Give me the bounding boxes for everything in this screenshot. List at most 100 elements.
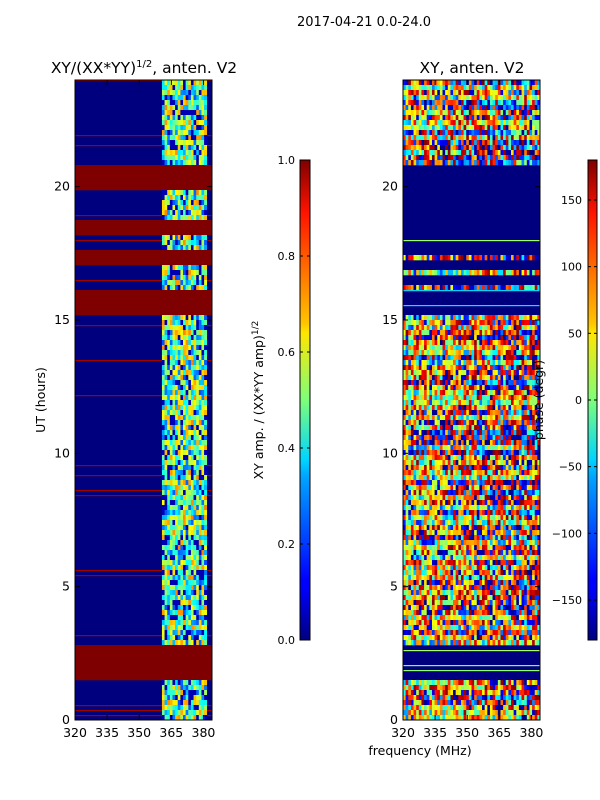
left-heatmap-cell [201, 335, 205, 341]
left-heatmap-cell [204, 365, 208, 371]
right-heatmap-cell [445, 340, 449, 346]
right-heatmap-cell [476, 150, 480, 156]
right-heatmap-cell [524, 470, 528, 476]
left-heatmap-cell [180, 570, 184, 576]
right-heatmap-cell [453, 110, 456, 116]
right-heatmap-cell [476, 445, 480, 451]
right-heatmap-cell [495, 460, 499, 466]
right-heatmap-cell [458, 285, 462, 291]
right-heatmap-cell [497, 345, 501, 351]
right-heatmap-cell [524, 320, 528, 326]
left-heatmap-cell [172, 240, 176, 246]
left-heatmap-cell [196, 140, 200, 146]
right-heatmap-cell [503, 110, 507, 116]
right-heatmap-cell [476, 505, 480, 511]
right-heatmap-cell [460, 285, 464, 291]
right-heatmap-cell [508, 390, 512, 396]
right-heatmap-cell [442, 100, 446, 106]
right-heatmap-cell [521, 445, 525, 451]
right-heatmap-cell [532, 330, 536, 336]
right-heatmap-cell [463, 385, 467, 391]
left-heatmap-cell [188, 510, 192, 516]
left-heatmap-cell [193, 275, 197, 281]
right-heatmap-cell [529, 335, 533, 341]
right-heatmap-cell [529, 135, 533, 141]
right-heatmap-cell [476, 470, 480, 476]
right-heatmap-cell [534, 390, 538, 396]
right-heatmap-cell [424, 105, 428, 111]
left-heatmap-cell [161, 370, 165, 376]
right-heatmap-cell [463, 465, 467, 471]
right-heatmap-cell [445, 510, 449, 516]
y-tick-label: 10 [54, 445, 70, 460]
right-heatmap-cell [466, 335, 470, 341]
right-heatmap-cell [471, 125, 475, 131]
left-heatmap-cell [196, 545, 200, 551]
left-heatmap-cell [161, 190, 165, 196]
right-heatmap-cell [518, 355, 522, 361]
left-heatmap-cell [185, 140, 189, 146]
right-heatmap-cell [450, 125, 454, 131]
left-heatmap-cell [180, 110, 184, 116]
right-heatmap-cell [500, 135, 504, 141]
left-heatmap-cell [196, 540, 200, 546]
right-heatmap-cell [453, 125, 456, 131]
right-heatmap-cell [484, 425, 488, 431]
right-heatmap-cell [492, 255, 496, 261]
right-heatmap-cell [476, 485, 480, 491]
left-heatmap-cell [198, 495, 202, 501]
right-heatmap-cell [460, 465, 464, 471]
right-heatmap-cell [453, 145, 456, 151]
left-heatmap-cell [161, 80, 165, 86]
right-heatmap-cell [532, 85, 536, 91]
right-heatmap-cell [458, 120, 462, 126]
right-heatmap-cell [482, 470, 485, 476]
right-heatmap-cell [534, 500, 538, 506]
right-heatmap-cell [537, 490, 541, 496]
left-heatmap-cell [198, 200, 202, 206]
left-heatmap-cell [164, 145, 168, 151]
left-heatmap-cell [167, 640, 171, 646]
left-heatmap-cell [196, 105, 200, 111]
right-heatmap-cell [408, 270, 412, 276]
left-heatmap-cell [198, 590, 202, 596]
left-heatmap-cell [198, 140, 202, 146]
left-heatmap-cell [167, 125, 171, 131]
right-heatmap-cell [505, 315, 509, 321]
left-heatmap-cell [201, 685, 205, 691]
right-heatmap-cell [416, 320, 420, 326]
right-heatmap-cell [403, 430, 406, 436]
right-heatmap-cell [463, 335, 467, 341]
right-heatmap-cell [521, 95, 525, 101]
right-heatmap-cell [408, 355, 412, 361]
right-heatmap-cell [487, 395, 491, 401]
right-heatmap-cell [503, 130, 507, 136]
left-heatmap-cell [172, 385, 176, 391]
right-heatmap-cell [492, 110, 496, 116]
right-heatmap-cell [426, 355, 430, 361]
right-heatmap-cell [526, 410, 530, 416]
right-heatmap-cell [429, 435, 433, 441]
left-heatmap-cell [188, 430, 192, 436]
left-heatmap-cell [188, 325, 192, 331]
right-heatmap-cell [497, 465, 501, 471]
left-heatmap-cell [185, 495, 189, 501]
left-heatmap-cell [201, 510, 205, 516]
right-heatmap-cell [503, 340, 507, 346]
right-heatmap-cell [471, 510, 475, 516]
right-heatmap-cell [429, 385, 433, 391]
right-heatmap-cell [424, 110, 428, 116]
right-heatmap-cell [429, 480, 433, 486]
right-heatmap-cell [447, 490, 451, 496]
right-heatmap-cell [492, 505, 496, 511]
left-heatmap-cell [175, 700, 179, 706]
left-heatmap-cell [177, 90, 181, 96]
right-heatmap-cell [497, 440, 501, 446]
right-heatmap-cell [534, 505, 538, 511]
right-heatmap-cell [434, 410, 438, 416]
left-heatmap-cell [167, 115, 171, 121]
left-heatmap-cell [175, 580, 179, 586]
left-heatmap-cell [161, 405, 165, 411]
left-heatmap-cell [164, 600, 168, 606]
right-heatmap-cell [484, 480, 488, 486]
